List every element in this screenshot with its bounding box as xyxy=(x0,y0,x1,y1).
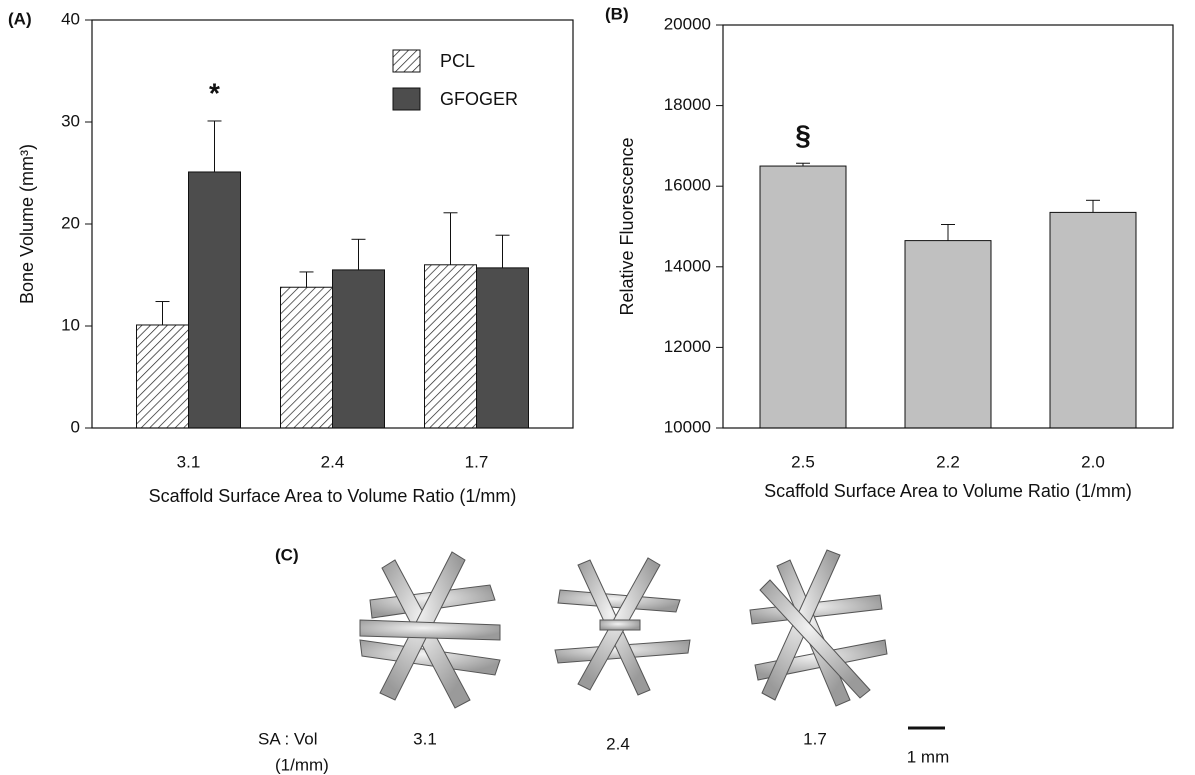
bar xyxy=(760,166,846,428)
bar xyxy=(333,270,385,428)
y-tick-label: 16000 xyxy=(664,176,711,195)
ratio-label: 3.1 xyxy=(413,729,437,748)
y-tick-label: 20 xyxy=(61,213,80,232)
row-label: SA : Vol xyxy=(258,729,318,748)
y-axis-label: Bone Volume (mm³) xyxy=(17,144,37,304)
ratio-label: 1.7 xyxy=(803,729,827,748)
y-tick-label: 12000 xyxy=(664,337,711,356)
bar xyxy=(477,268,529,428)
y-axis-label: Relative Fluorescence xyxy=(617,137,637,315)
panel-label: (C) xyxy=(275,545,299,564)
y-tick-label: 14000 xyxy=(664,256,711,275)
x-tick-label: 2.0 xyxy=(1081,452,1105,471)
legend-swatch xyxy=(393,88,420,110)
row-unit: (1/mm) xyxy=(275,755,329,774)
bar xyxy=(281,287,333,428)
x-tick-label: 3.1 xyxy=(177,452,201,471)
x-tick-label: 1.7 xyxy=(465,452,489,471)
y-tick-label: 10 xyxy=(61,315,80,334)
panel-label: (B) xyxy=(605,4,629,23)
bar xyxy=(1050,212,1136,428)
bar xyxy=(137,325,189,428)
x-axis-label: Scaffold Surface Area to Volume Ratio (1… xyxy=(764,481,1132,501)
y-tick-label: 30 xyxy=(61,111,80,130)
y-tick-label: 18000 xyxy=(664,95,711,114)
legend-label: PCL xyxy=(440,51,475,71)
bar xyxy=(905,241,991,428)
y-tick-label: 40 xyxy=(61,9,80,28)
y-tick-label: 10000 xyxy=(664,417,711,436)
y-tick-label: 20000 xyxy=(664,14,711,33)
panel-label: (A) xyxy=(8,9,32,28)
bar xyxy=(189,172,241,428)
x-tick-label: 2.2 xyxy=(936,452,960,471)
annotation: § xyxy=(795,120,811,151)
x-tick-label: 2.4 xyxy=(321,452,345,471)
annotation: * xyxy=(209,77,220,108)
x-axis-label: Scaffold Surface Area to Volume Ratio (1… xyxy=(149,486,517,506)
scale-bar-label: 1 mm xyxy=(907,747,950,766)
x-tick-label: 2.5 xyxy=(791,452,815,471)
scaffold-images xyxy=(355,550,887,708)
figure: (C) SA : Vol (1/mm) 3.1 2.4 1.7 1 mm (A)… xyxy=(0,0,1195,775)
legend-swatch xyxy=(393,50,420,72)
y-tick-label: 0 xyxy=(71,417,80,436)
ratio-label: 2.4 xyxy=(606,734,630,753)
bar xyxy=(425,265,477,428)
legend-label: GFOGER xyxy=(440,89,518,109)
